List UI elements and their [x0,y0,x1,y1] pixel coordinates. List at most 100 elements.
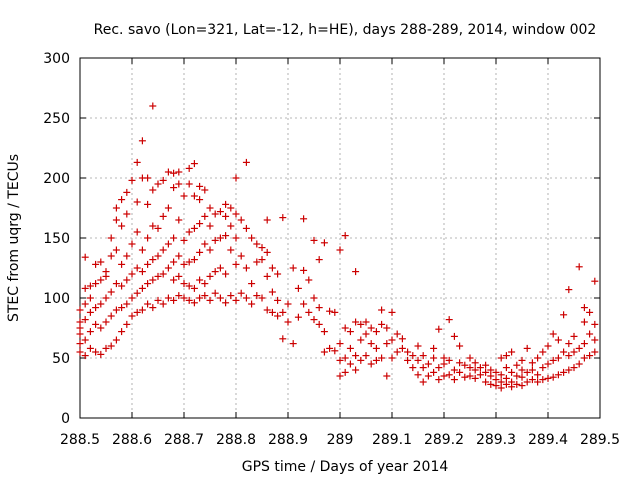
data-point [523,368,531,376]
data-point [159,300,167,308]
y-tick-label: 200 [43,171,70,187]
data-point [107,252,115,260]
data-point [253,240,261,248]
data-point [440,354,448,362]
data-point [133,158,141,166]
data-point [175,292,183,300]
data-point [118,282,126,290]
data-point [544,342,552,350]
data-point [190,256,198,264]
data-point [315,304,323,312]
data-point [466,354,474,362]
data-point [76,340,84,348]
data-point [211,210,219,218]
data-point [144,200,152,208]
data-point [128,176,136,184]
data-point [320,348,328,356]
data-point [268,288,276,296]
data-point [570,348,578,356]
data-point [253,292,261,300]
data-point [242,158,250,166]
data-point [586,330,594,338]
data-point [81,352,89,360]
data-point [170,234,178,242]
data-point [471,366,479,374]
data-point [528,366,536,374]
data-point [367,324,375,332]
data-point [586,308,594,316]
data-point [341,354,349,362]
data-point [206,246,214,254]
data-point [445,356,453,364]
data-point [341,324,349,332]
data-point [352,352,360,360]
data-point [456,368,464,376]
data-point [294,313,302,321]
data-point [227,204,235,212]
data-point [274,312,282,320]
data-point [580,340,588,348]
data-point [222,232,230,240]
data-point [414,342,422,350]
data-point [424,372,432,380]
data-point [570,364,578,372]
data-point [279,214,287,222]
data-point [211,236,219,244]
data-point [76,318,84,326]
data-point [352,318,360,326]
data-point [102,318,110,326]
data-point [175,180,183,188]
data-point [336,246,344,254]
data-point [216,234,224,242]
data-point [102,294,110,302]
data-point [154,272,162,280]
data-point [123,252,131,260]
data-point [586,352,594,360]
data-point [565,352,573,360]
data-point [513,361,521,369]
data-point [190,284,198,292]
data-point [242,264,250,272]
x-tick-label: 288.6 [112,432,152,448]
data-point [560,368,568,376]
data-point [549,356,557,364]
data-point [159,246,167,254]
data-point [118,304,126,312]
data-point [487,372,495,380]
data-point [196,220,204,228]
data-point [107,288,115,296]
data-point [190,299,198,307]
data-point [190,160,198,168]
data-point [476,371,484,379]
data-point [196,276,204,284]
data-point [575,360,583,368]
data-point [102,344,110,352]
data-point [133,198,141,206]
data-point [414,371,422,379]
data-point [388,308,396,316]
data-point [565,340,573,348]
data-point [86,294,94,302]
data-point [331,308,339,316]
data-point [97,350,105,358]
x-tick-labels: 288.5 288.6 288.7 288.8 288.9 289 289.1 289.2 28… [60,432,620,448]
data-point [201,240,209,248]
data-point [357,336,365,344]
data-point [237,252,245,260]
data-point [76,306,84,314]
data-point [320,239,328,247]
data-point [549,373,557,381]
data-point [450,366,458,374]
data-point [398,344,406,352]
data-point [227,246,235,254]
data-point [575,263,583,271]
x-tick-label: 288.8 [216,432,256,448]
data-point [346,360,354,368]
data-point [362,352,370,360]
data-point [336,356,344,364]
data-point [383,324,391,332]
data-point [170,169,178,177]
data-point [539,364,547,372]
data-point [76,330,84,338]
data-point [206,272,214,280]
